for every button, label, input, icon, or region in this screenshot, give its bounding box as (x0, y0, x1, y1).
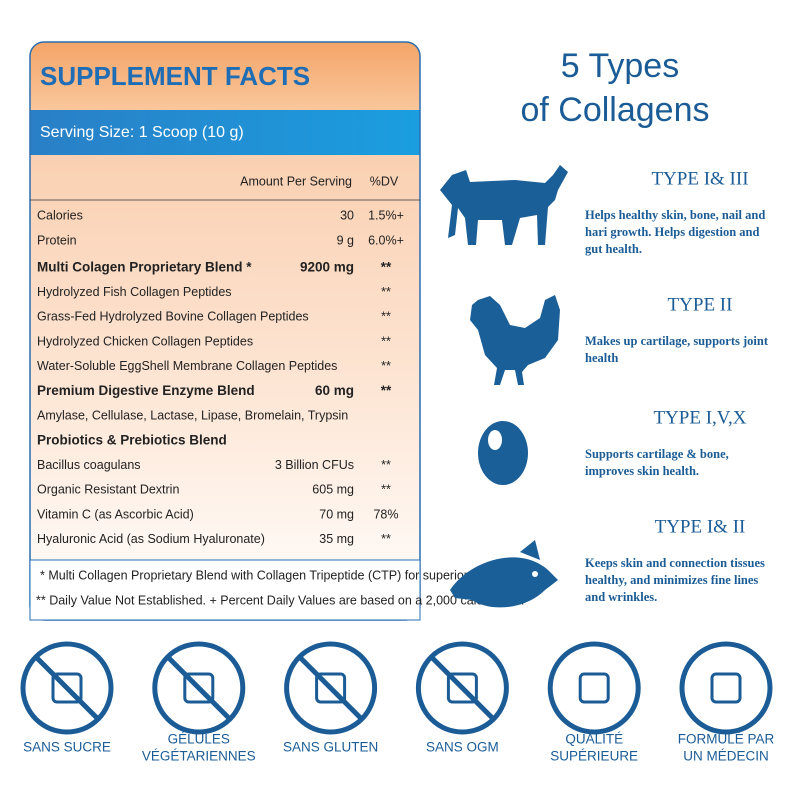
egg-icon (478, 421, 528, 485)
hen-icon (470, 295, 560, 385)
row-dv: ** (381, 334, 391, 348)
badge-circle (679, 641, 773, 735)
row-dv: ** (381, 260, 392, 275)
facts-title: SUPPLEMENT FACTS (40, 61, 310, 91)
types-title: 5 Types (561, 47, 679, 85)
row-name: Hydrolyzed Fish Collagen Peptides (37, 285, 232, 299)
type-desc: gut health. (585, 242, 642, 256)
footnote: * Multi Collagen Proprietary Blend with … (40, 568, 533, 582)
badge-circle (284, 641, 378, 735)
row-amount: 9200 mg (300, 260, 354, 275)
row-dv: ** (381, 359, 391, 373)
fish-icon (450, 540, 558, 608)
row-name: Grass-Fed Hydrolyzed Bovine Collagen Pep… (37, 310, 309, 324)
type-desc: Supports cartilage & bone, (585, 447, 729, 461)
row-name: Organic Resistant Dextrin (37, 483, 179, 497)
icons (440, 165, 568, 608)
row-amount: 9 g (337, 233, 354, 247)
badge-symbol (446, 672, 478, 704)
row-dv: ** (381, 458, 391, 472)
row-dv: 6.0%+ (368, 233, 404, 247)
row-amount: 35 mg (319, 532, 354, 546)
badge-label: UN MÉDECIN (683, 749, 769, 764)
row-amount: 605 mg (312, 483, 354, 497)
row-dv: ** (381, 310, 391, 324)
type-desc: and wrinkles. (585, 590, 657, 604)
badge-label: SUPÉRIEURE (550, 749, 638, 764)
footnote: ** Daily Value Not Established. + Percen… (36, 593, 524, 607)
badge-symbol (710, 672, 742, 704)
row-name: Multi Colagen Proprietary Blend * (37, 260, 252, 275)
badge-circle (547, 641, 641, 735)
types-title: of Collagens (520, 91, 709, 129)
badge-label: QUALITÉ (565, 732, 623, 747)
type-desc: health (585, 351, 618, 365)
type-desc: Keeps skin and connection tissues (585, 556, 765, 570)
icon-details (488, 430, 538, 577)
row-name: Hyaluronic Acid (as Sodium Hyaluronate) (37, 532, 265, 546)
type-desc: Helps healthy skin, bone, nail and (585, 208, 765, 222)
dv-header: %DV (370, 174, 399, 188)
row-dv: ** (381, 383, 392, 398)
badge-label: SANS SUCRE (23, 740, 111, 755)
type-title: TYPE II (668, 294, 733, 315)
row-amount: 3 Billion CFUs (275, 458, 354, 472)
badge-slash (297, 655, 364, 721)
badge-symbol (578, 672, 610, 704)
row-name: Hydrolyzed Chicken Collagen Peptides (37, 334, 253, 348)
row-name: Calories (37, 208, 83, 222)
facts-bg (30, 42, 420, 620)
row-dv: ** (381, 285, 391, 299)
row-amount: 30 (340, 208, 354, 222)
row-name: Bacillus coagulans (37, 458, 141, 472)
badge-symbol (183, 672, 215, 704)
badge-label: GÉLULES (168, 732, 230, 747)
row-name: Protein (37, 233, 77, 247)
badge-circle (20, 641, 114, 735)
serving: Serving Size: 1 Scoop (10 g) (40, 124, 244, 141)
row-name: Premium Digestive Enzyme Blend (37, 383, 255, 398)
row-dv: ** (381, 532, 391, 546)
badge-circle (152, 641, 246, 735)
row-dv: 78% (373, 507, 398, 521)
badge-slash (34, 655, 100, 721)
badge-slash (166, 655, 232, 721)
type-desc: Makes up cartilage, supports joint (585, 334, 769, 348)
type-desc: hari growth. Helps digestion and (585, 225, 759, 239)
badge-label: FORMULÉ PAR (678, 732, 775, 747)
badge-symbol (51, 672, 83, 704)
type-title: TYPE I,V,X (653, 407, 746, 428)
badge-slash (429, 655, 496, 721)
amount-header: Amount Per Serving (240, 174, 352, 188)
row-name: Probiotics & Prebiotics Blend (37, 432, 227, 447)
badge-label: SANS GLUTEN (283, 740, 378, 755)
row-dv: ** (381, 483, 391, 497)
badge-symbol (315, 672, 347, 704)
cow-icon (440, 165, 568, 245)
row-name: Vitamin C (as Ascorbic Acid) (37, 507, 194, 521)
type-desc: healthy, and minimizes fine lines (585, 573, 758, 587)
type-desc: improves skin health. (585, 464, 699, 478)
row-dv: 1.5%+ (368, 208, 404, 222)
type-title: TYPE I& III (651, 168, 748, 189)
badge-label: VÉGÉTARIENNES (142, 749, 256, 764)
row-name: Amylase, Cellulase, Lactase, Lipase, Bro… (37, 408, 348, 422)
type-title: TYPE I& II (655, 516, 746, 537)
footnote-box (29, 559, 421, 621)
row-name: Water-Soluble EggShell Membrane Collagen… (37, 359, 337, 373)
row-amount: 70 mg (319, 507, 354, 521)
row-amount: 60 mg (315, 383, 354, 398)
badge-label: SANS OGM (426, 740, 499, 755)
badge-circle (415, 641, 509, 735)
